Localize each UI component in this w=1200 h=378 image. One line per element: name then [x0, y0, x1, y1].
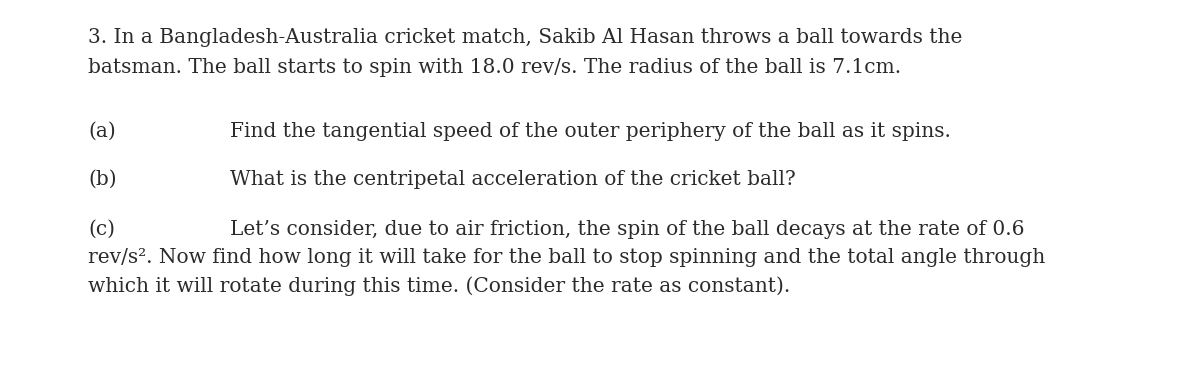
Text: which it will rotate during this time. (Consider the rate as constant).: which it will rotate during this time. (… [88, 276, 791, 296]
Text: rev/s². Now find how long it will take for the ball to stop spinning and the tot: rev/s². Now find how long it will take f… [88, 248, 1045, 267]
Text: Find the tangential speed of the outer periphery of the ball as it spins.: Find the tangential speed of the outer p… [230, 122, 950, 141]
Text: 3. In a Bangladesh-Australia cricket match, Sakib Al Hasan throws a ball towards: 3. In a Bangladesh-Australia cricket mat… [88, 28, 962, 47]
Text: (c): (c) [88, 220, 115, 239]
Text: Let’s consider, due to air friction, the spin of the ball decays at the rate of : Let’s consider, due to air friction, the… [230, 220, 1025, 239]
Text: (b): (b) [88, 170, 116, 189]
Text: batsman. The ball starts to spin with 18.0 rev/s. The radius of the ball is 7.1c: batsman. The ball starts to spin with 18… [88, 58, 901, 77]
Text: What is the centripetal acceleration of the cricket ball?: What is the centripetal acceleration of … [230, 170, 796, 189]
Text: (a): (a) [88, 122, 115, 141]
